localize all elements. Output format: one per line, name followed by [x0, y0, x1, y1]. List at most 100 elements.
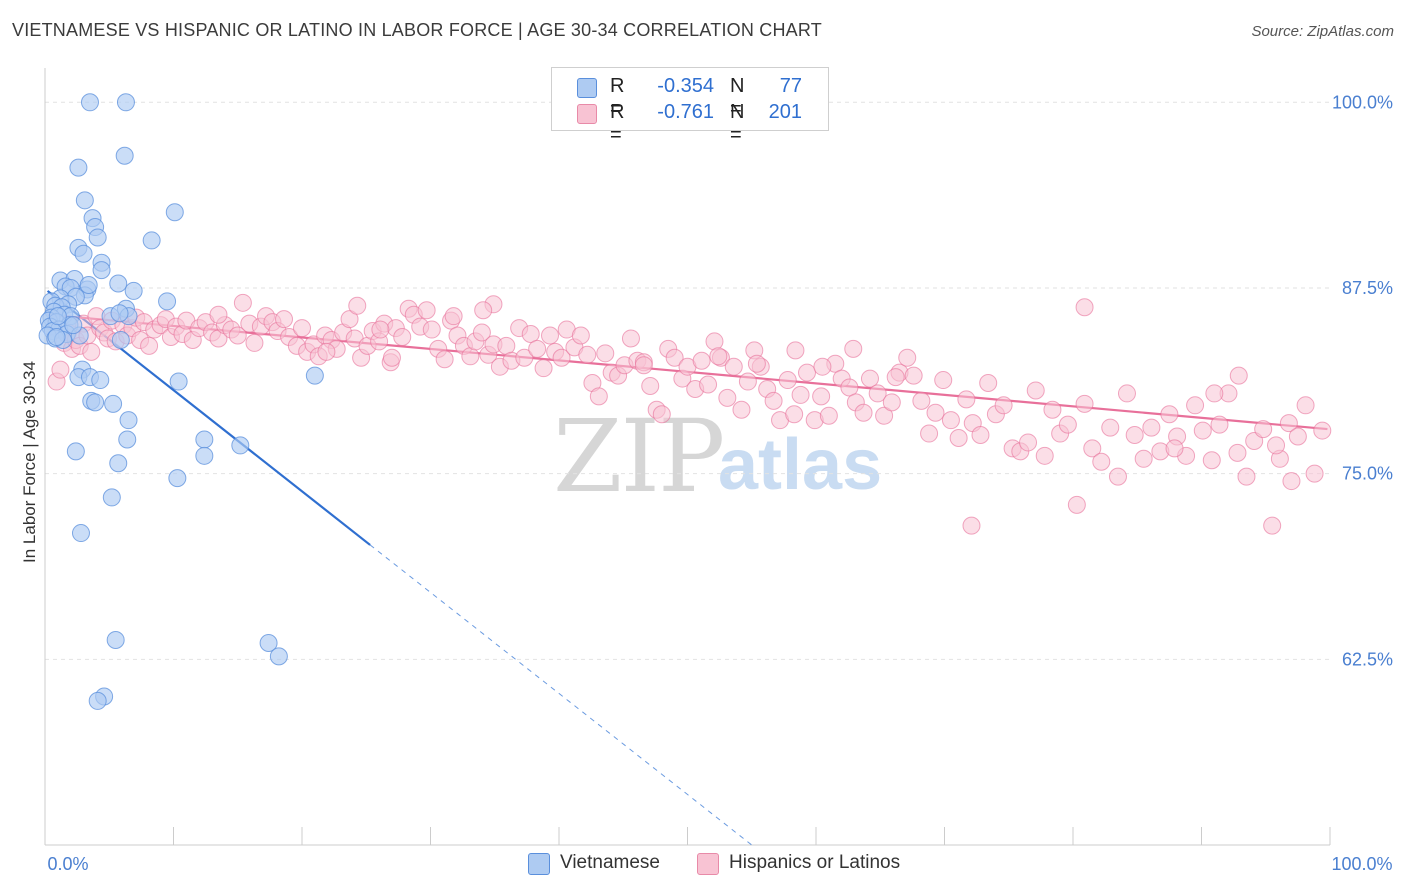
hispanic-point [348, 296, 367, 315]
hispanic-point [571, 326, 590, 345]
vietnamese-point [66, 442, 85, 461]
legend-n-value: 201 [768, 101, 802, 123]
hispanic-point [1117, 384, 1136, 403]
hispanic-point [1165, 439, 1184, 458]
hispanic-point [840, 378, 859, 397]
hispanic-point [233, 293, 252, 312]
vietnamese-point [119, 411, 138, 430]
hispanic-point [979, 374, 998, 393]
tick-labels: 100.0% 87.5% 75.0% 62.5% 0.0% 100.0% In Labor … [20, 92, 1393, 874]
hispanic-point [245, 333, 264, 352]
vietnamese-point [69, 158, 88, 177]
legend-r-value: -0.761 [657, 101, 714, 123]
vietnamese-point [106, 631, 125, 650]
hispanic-point [898, 348, 917, 367]
vietnamese-point [124, 281, 143, 300]
chart-title: VIETNAMESE VS HISPANIC OR LATINO IN LABO… [12, 20, 822, 40]
vietnamese-point [75, 191, 94, 210]
hispanic-point [764, 391, 783, 410]
hispanic-point [51, 360, 70, 379]
hispanic-point [778, 371, 797, 390]
hispanic-point [228, 326, 247, 345]
hispanic-point [1101, 418, 1120, 437]
vietnamese-point [269, 647, 288, 666]
hispanic-point [340, 310, 359, 329]
hispanic-point [1067, 495, 1086, 514]
hispanic-point [1313, 421, 1332, 440]
x-tick-label: 100.0% [1331, 854, 1392, 874]
hispanic-point [812, 387, 831, 406]
vietnamese-point [110, 304, 129, 323]
hispanic-point [1202, 451, 1221, 470]
hispanic-point [1267, 436, 1286, 455]
vietnamese-point [104, 394, 123, 413]
hispanic-point [634, 356, 653, 375]
hispanic-point [747, 354, 766, 373]
hispanic-point [791, 385, 810, 404]
hispanic-point [521, 325, 540, 344]
hispanic-point [941, 411, 960, 430]
legend-n-value: 77 [779, 75, 802, 97]
vietnamese-point [88, 228, 107, 247]
bottom-legend-label-vietnamese: Vietnamese [560, 852, 660, 873]
hispanic-point [1279, 414, 1298, 433]
hispanic-point [798, 363, 817, 382]
hispanic-point [868, 384, 887, 403]
legend-swatch-vietnamese [577, 78, 597, 98]
vietnamese-point [86, 393, 105, 412]
hispanic-point [1019, 433, 1038, 452]
hispanic-point [534, 359, 553, 378]
vietnamese-point [115, 146, 134, 165]
hispanic-point [705, 332, 724, 351]
hispanic-point [718, 388, 737, 407]
data-points [38, 93, 1332, 710]
watermark-zip: ZIP [553, 398, 725, 515]
vietnamese-point [305, 366, 324, 385]
y-axis-title: In Labor Force | Age 30-34 [20, 361, 39, 563]
hispanic-point [382, 348, 401, 367]
vietnamese-point [111, 330, 130, 349]
hispanic-point [82, 342, 101, 361]
y-tick-label: 87.5% [1342, 278, 1393, 298]
hispanic-point [552, 348, 571, 367]
watermark-atlas: atlas [718, 425, 883, 505]
hispanic-point [293, 319, 311, 338]
hispanic-point [444, 307, 463, 326]
vietnamese-point [71, 524, 90, 543]
vietnamese-point [165, 203, 184, 222]
hispanic-point [589, 387, 608, 406]
hispanic-point [472, 323, 491, 342]
hispanic-point [1254, 420, 1273, 439]
hispanic-point [474, 301, 493, 320]
vietnamese-point [231, 436, 250, 455]
hispanic-point [875, 406, 894, 425]
vietnamese-point [259, 633, 278, 652]
hispanic-point [1237, 467, 1256, 486]
hispanic-point [596, 344, 615, 363]
hispanic-point [949, 428, 968, 447]
hispanic-point [652, 405, 671, 424]
hispanic-point [1075, 298, 1094, 317]
hispanic-point [528, 339, 547, 358]
hispanic-point [1125, 426, 1144, 445]
vietnamese-point [64, 316, 83, 335]
hispanic-point [886, 368, 905, 387]
hispanic-point [709, 347, 728, 366]
hispanic-point [854, 403, 873, 422]
hispanic-point [699, 375, 718, 394]
vietnamese-point [47, 327, 66, 346]
hispanic-point [371, 320, 390, 339]
hispanic-point [209, 305, 228, 324]
hispanic-point [393, 327, 412, 346]
hispanic-point [904, 366, 923, 385]
bottom-legend-swatch-hispanic [697, 853, 719, 875]
vietnamese-point [48, 307, 67, 326]
hispanic-point [1229, 366, 1248, 385]
legend-n-label: N = [730, 101, 745, 146]
legend-r-label: R = [610, 75, 625, 120]
vietnamese-point [118, 430, 137, 449]
hispanic-point [140, 336, 159, 355]
hispanic-point [1092, 452, 1111, 471]
hispanic-point [844, 339, 863, 358]
